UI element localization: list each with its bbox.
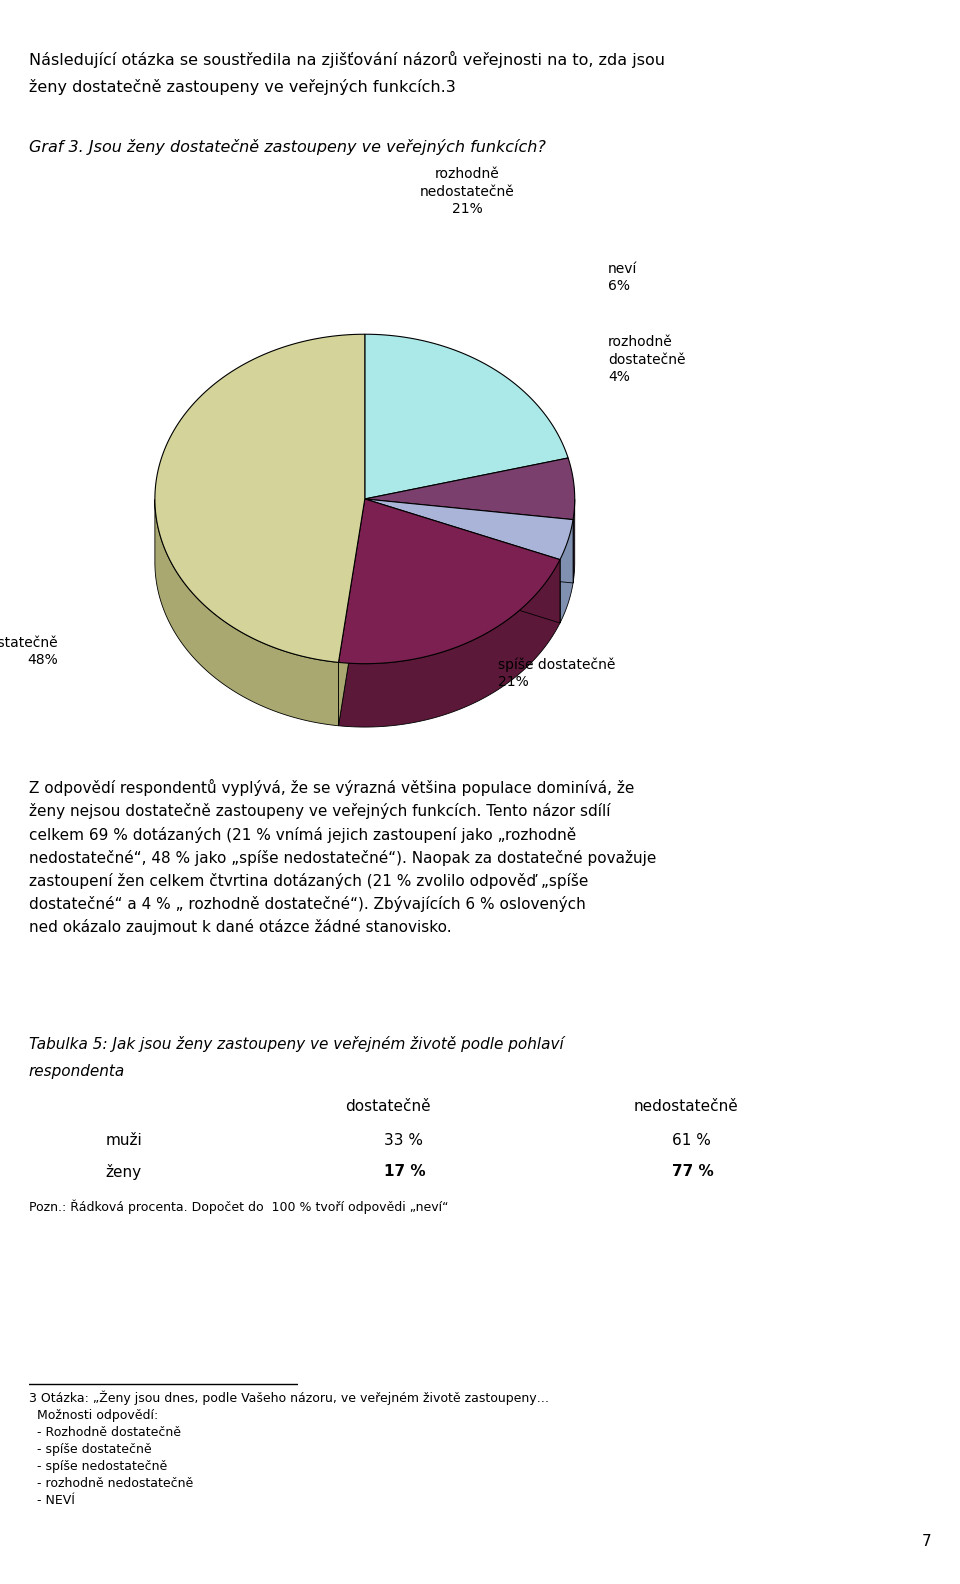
Polygon shape <box>365 499 560 623</box>
Polygon shape <box>155 499 339 725</box>
Text: Pozn.: Řádková procenta. Dopočet do  100 % tvoří odpovědi „neví“: Pozn.: Řádková procenta. Dopočet do 100 … <box>29 1199 448 1213</box>
Text: 17 %: 17 % <box>384 1164 425 1178</box>
Text: Z odpovědí respondentů vyplývá, že se výrazná většina populace dominívá, že
ženy: Z odpovědí respondentů vyplývá, že se vý… <box>29 779 657 935</box>
Polygon shape <box>155 334 365 662</box>
Text: dostatečně: dostatečně <box>346 1099 431 1114</box>
Polygon shape <box>365 499 573 583</box>
Polygon shape <box>339 559 560 727</box>
Polygon shape <box>365 499 560 623</box>
Text: rozhodně
dostatečně
4%: rozhodně dostatečně 4% <box>608 336 685 383</box>
Text: rozhodně
nedostatečně
21%: rozhodně nedostatečně 21% <box>420 168 515 215</box>
Text: 7: 7 <box>922 1535 931 1549</box>
Polygon shape <box>365 499 573 559</box>
Text: Následující otázka se soustředila na zjišťování názorů veřejnosti na to, zda jso: Následující otázka se soustředila na zji… <box>29 51 664 68</box>
Text: Graf 3. Jsou ženy dostatečně zastoupeny ve veřejných funkcích?: Graf 3. Jsou ženy dostatečně zastoupeny … <box>29 139 545 155</box>
Text: ženy dostatečně zastoupeny ve veřejných funkcích.3: ženy dostatečně zastoupeny ve veřejných … <box>29 79 456 95</box>
Text: neví
6%: neví 6% <box>608 261 637 293</box>
Text: muži: muži <box>106 1133 142 1147</box>
Text: 3 Otázka: „Ženy jsou dnes, podle Vašeho názoru, ve veřejném životě zastoupeny…
 : 3 Otázka: „Ženy jsou dnes, podle Vašeho … <box>29 1391 549 1508</box>
Text: 61 %: 61 % <box>672 1133 710 1147</box>
Text: 33 %: 33 % <box>384 1133 423 1147</box>
Text: spíše nedostatečně
48%: spíše nedostatečně 48% <box>0 635 58 667</box>
Polygon shape <box>365 499 573 583</box>
Polygon shape <box>560 520 573 623</box>
Polygon shape <box>365 458 575 520</box>
Polygon shape <box>339 499 560 664</box>
Text: Tabulka 5: Jak jsou ženy zastoupeny ve veřejném životě podle pohlaví: Tabulka 5: Jak jsou ženy zastoupeny ve v… <box>29 1036 564 1052</box>
Polygon shape <box>573 499 575 583</box>
Text: respondenta: respondenta <box>29 1064 125 1079</box>
Text: spíše dostatečně
21%: spíše dostatečně 21% <box>498 657 615 689</box>
Text: ženy: ženy <box>106 1164 142 1180</box>
Polygon shape <box>339 499 365 725</box>
Polygon shape <box>339 499 365 725</box>
Text: 77 %: 77 % <box>672 1164 713 1178</box>
Text: nedostatečně: nedostatečně <box>634 1099 738 1114</box>
Polygon shape <box>365 334 568 499</box>
